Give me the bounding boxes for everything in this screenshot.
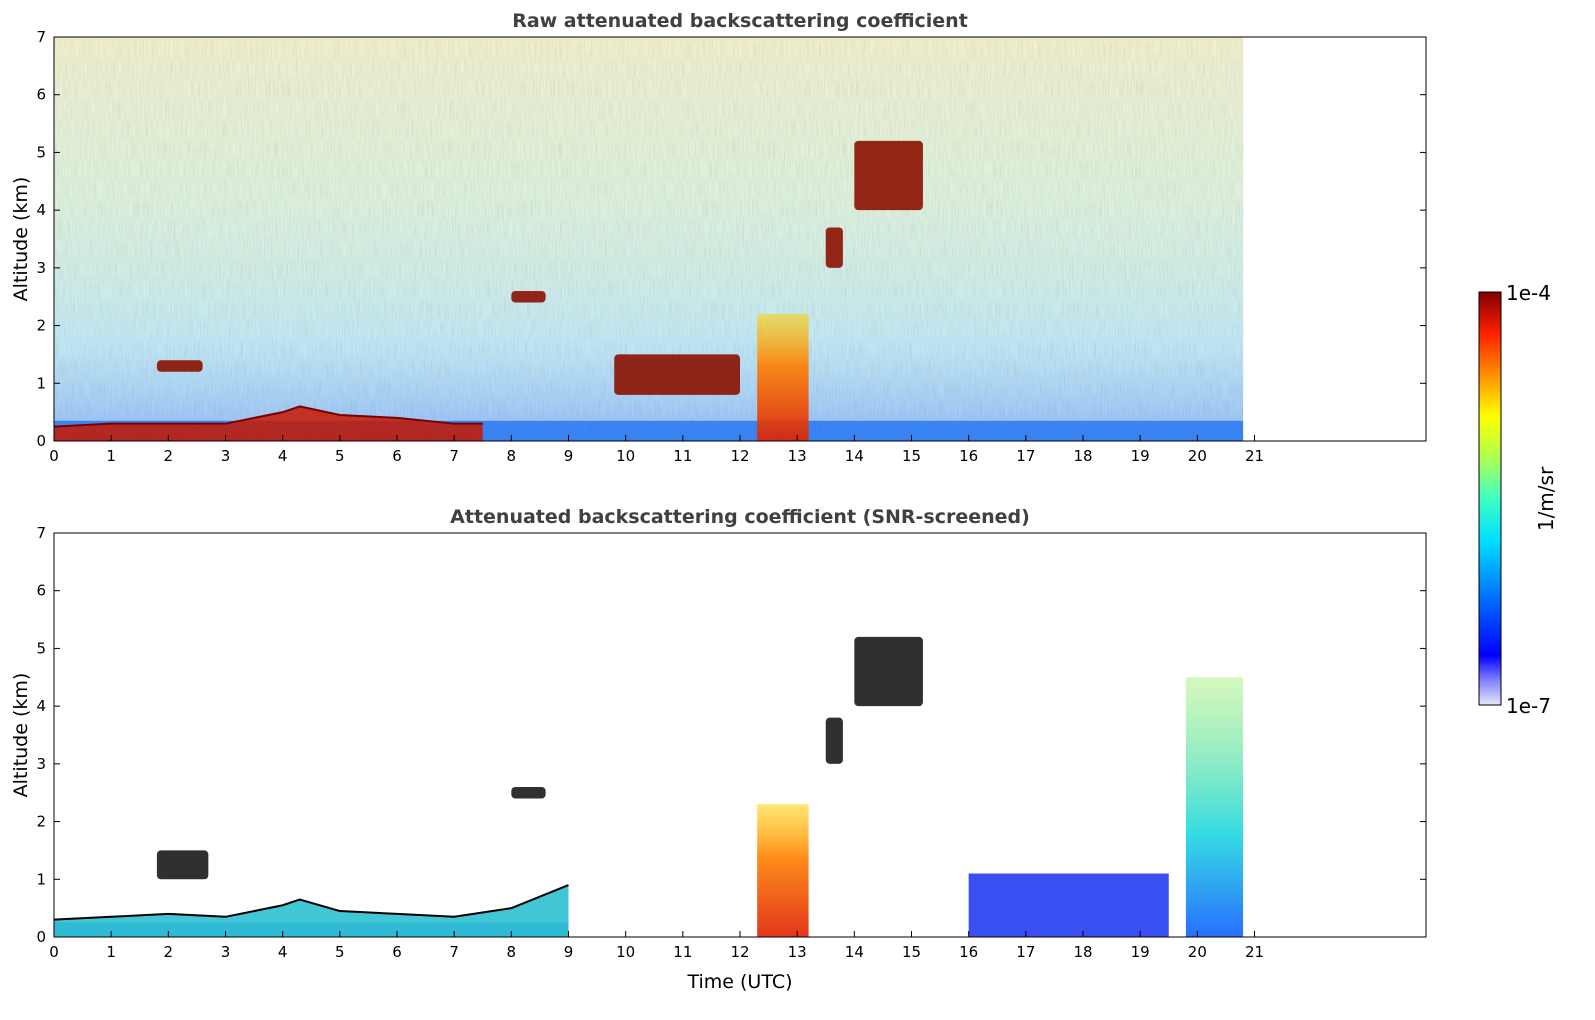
panel2-xtick-label: 3 [221,943,231,961]
panel2-xtick-label: 14 [845,943,864,961]
colorbar-unit-label: 1/m/sr [1534,466,1558,531]
panel2-xtick-label: 19 [1131,943,1150,961]
panel1-xtick-label: 8 [507,447,517,465]
panel2-ytick-label: 2 [36,813,46,831]
panel2-ytick-label: 1 [36,870,46,888]
panel2-xtick-label: 17 [1016,943,1035,961]
panel2-title: Attenuated backscattering coefficient (S… [450,506,1030,528]
panel1-ytick-label: 0 [36,432,46,450]
panel1-xtick-label: 16 [959,447,978,465]
panel1-xtick-label: 13 [788,447,807,465]
panel2-xtick-label: 21 [1245,943,1264,961]
screened-backscatter-panel: Attenuated backscattering coefficient (S… [10,506,1427,993]
panel1-xtick-label: 15 [902,447,921,465]
panel1-ytick-label: 6 [36,86,46,104]
panel1-ytick-label: 3 [36,259,46,277]
panel1-feature-precipitation [757,314,809,441]
panel2-xtick-label: 0 [49,943,59,961]
colorbar-max-label: 1e-4 [1506,281,1551,305]
panel1-xtick-label: 7 [449,447,459,465]
panel2-xtick-label: 6 [392,943,402,961]
panel1-xtick-label: 20 [1188,447,1207,465]
panel1-feature-cloud [825,227,843,268]
panel2-ytick-label: 7 [36,524,46,542]
panel2-ytick-label: 6 [36,582,46,600]
panel2-xtick-label: 8 [507,943,517,961]
panel1-feature-boundary-layer [54,406,483,441]
panel1-xtick-label: 14 [845,447,864,465]
panel1-plot-area [53,36,1427,442]
panel1-feature-boundary-layer-top [53,405,483,428]
panel1-xtick-label: 12 [730,447,749,465]
panel1-xtick-label: 1 [106,447,116,465]
panel1-x-ticks: 0 1 2 3 4 5 6 7 8 9 10 11 12 13 14 15 16 17 18 19 20 21 [49,435,1264,465]
panel1-ytick-label: 4 [36,201,46,219]
panel2-xtick-label: 20 [1188,943,1207,961]
panel2-feature-boundary-layer [54,885,569,937]
panel1-xtick-label: 19 [1131,447,1150,465]
panel2-xtick-label: 10 [616,943,635,961]
panel2-xtick-label: 5 [335,943,345,961]
panel2-ylabel: Altitude (km) [10,673,32,798]
panel1-feature-cloud [511,290,546,303]
panel1-ytick-label: 1 [36,374,46,392]
panel1-ylabel: Altitude (km) [10,177,32,302]
panel1-y-ticks: 0 1 2 3 4 5 6 7 [36,28,1426,450]
panel1-title: Raw attenuated backscattering coefficien… [512,10,968,32]
panel1-xtick-label: 6 [392,447,402,465]
panel1-feature-cloud [156,360,203,372]
panel2-feature-cloud [156,850,209,880]
panel1-xtick-label: 11 [673,447,692,465]
panel2-feature-residual-layer [968,873,1169,937]
panel1-xtick-label: 2 [164,447,174,465]
raw-backscatter-panel: Raw attenuated backscattering coefficien… [10,10,1427,465]
panel1-feature-cloud [614,354,740,395]
panel2-xtick-label: 11 [673,943,692,961]
colorbar: 1e-4 1e-7 1/m/sr [1478,281,1558,718]
colorbar-min-label: 1e-7 [1506,694,1551,718]
panel1-feature-cloud [854,140,923,211]
panel2-xtick-label: 1 [106,943,116,961]
panel2-xtick-label: 12 [730,943,749,961]
panel2-ytick-label: 0 [36,928,46,946]
panel1-ytick-label: 5 [36,143,46,161]
panel2-xtick-label: 7 [449,943,459,961]
panel1-xtick-label: 18 [1073,447,1092,465]
panel2-feature-cloud [854,636,923,707]
panel2-xtick-label: 13 [788,943,807,961]
panel2-xtick-label: 4 [278,943,288,961]
panel2-x-ticks: 0 1 2 3 4 5 6 7 8 9 10 11 12 13 14 15 16 17 18 19 20 21 [49,931,1264,961]
panel2-xtick-label: 9 [564,943,574,961]
panel2-xtick-label: 15 [902,943,921,961]
panel1-ytick-label: 7 [36,28,46,46]
panel2-feature-aerosol-plume [1185,677,1244,937]
panel1-xtick-label: 0 [49,447,59,465]
panel1-ytick-label: 2 [36,317,46,335]
panel2-feature-precipitation [757,804,809,937]
panel2-y-ticks: 0 1 2 3 4 5 6 7 [36,524,1426,946]
panel1-xtick-label: 17 [1016,447,1035,465]
panel1-xtick-label: 10 [616,447,635,465]
panel2-xtick-label: 16 [959,943,978,961]
panel2-feature-cloud [511,786,546,799]
panel1-xtick-label: 9 [564,447,574,465]
panel1-xtick-label: 5 [335,447,345,465]
panel2-xlabel: Time (UTC) [686,971,792,993]
panel1-xtick-label: 3 [221,447,231,465]
panel2-feature-boundary-layer-top [53,884,569,921]
panel2-ytick-label: 4 [36,697,46,715]
panel2-plot-area [53,532,1427,938]
panel2-xtick-label: 18 [1073,943,1092,961]
panel1-xtick-label: 21 [1245,447,1264,465]
panel2-xtick-label: 2 [164,943,174,961]
panel2-ytick-label: 5 [36,639,46,657]
panel1-xtick-label: 4 [278,447,288,465]
panel2-ytick-label: 3 [36,755,46,773]
panel2-feature-cloud [825,717,843,764]
colorbar-gradient [1478,291,1502,706]
